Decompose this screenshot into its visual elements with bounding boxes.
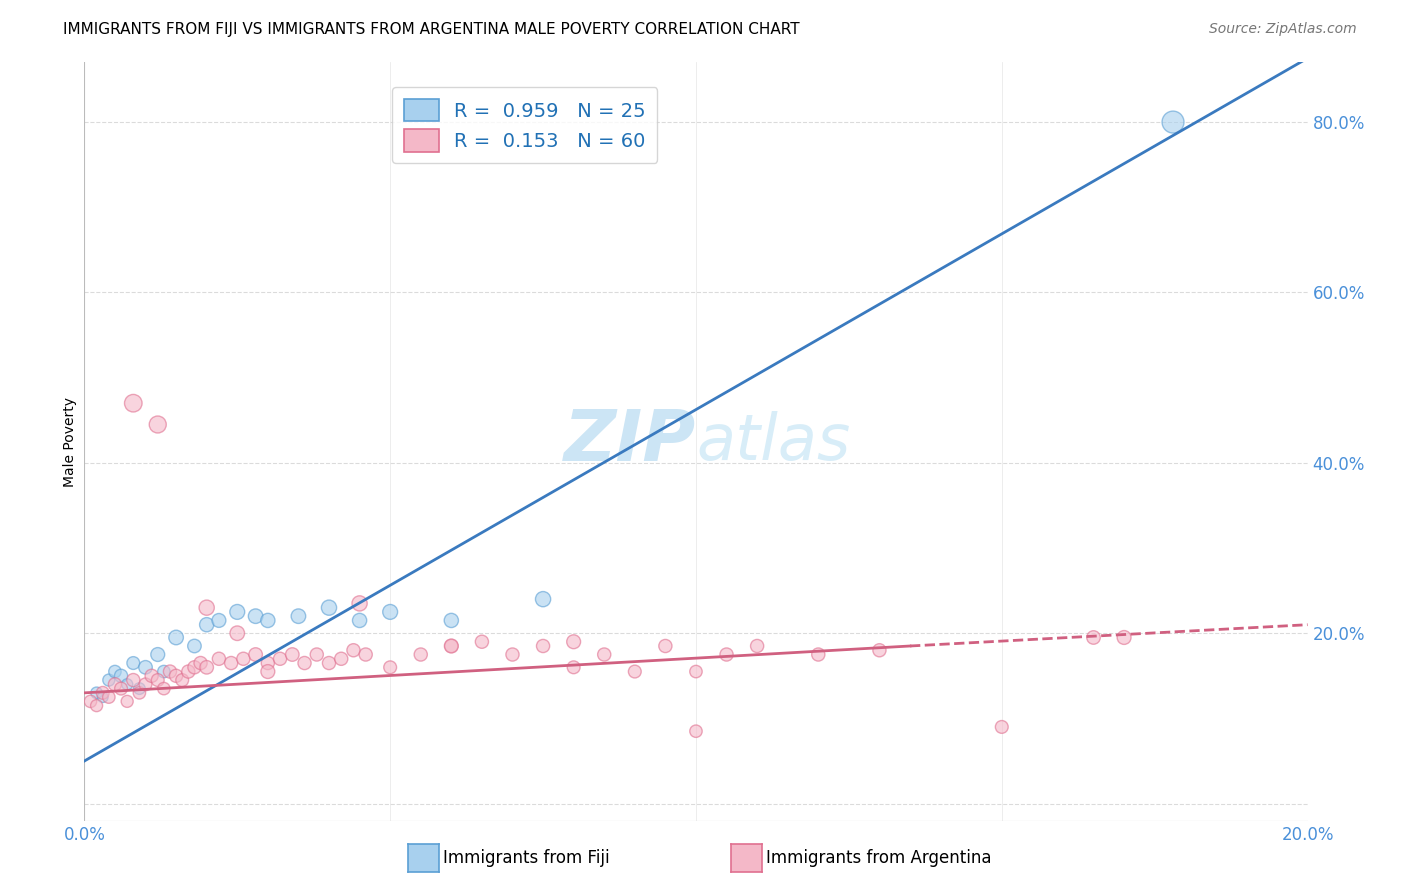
Point [245,648,267,662]
Point [318,600,340,615]
Point [195,660,218,674]
Point [716,648,738,662]
Point [115,677,138,691]
Text: Source: ZipAtlas.com: Source: ZipAtlas.com [1209,22,1357,37]
Point [471,634,494,648]
Point [257,656,280,670]
Point [330,652,353,666]
Point [183,639,205,653]
Point [624,665,647,679]
Point [86,698,108,713]
Text: ZIP: ZIP [564,407,696,476]
Text: atlas: atlas [696,410,851,473]
Point [380,605,402,619]
Point [135,677,157,691]
Point [226,626,249,640]
Point [97,690,120,705]
Point [342,643,364,657]
Point [318,656,340,670]
Point [1161,115,1184,129]
Point [128,686,150,700]
Point [1114,631,1136,645]
Point [440,639,463,653]
Point [440,614,463,628]
Point [122,396,145,410]
Point [409,648,432,662]
Text: Immigrants from Fiji: Immigrants from Fiji [443,849,610,867]
Point [747,639,769,653]
Point [305,648,328,662]
Point [287,609,309,624]
Point [354,648,377,662]
Text: IMMIGRANTS FROM FIJI VS IMMIGRANTS FROM ARGENTINA MALE POVERTY CORRELATION CHART: IMMIGRANTS FROM FIJI VS IMMIGRANTS FROM … [63,22,800,37]
Point [183,660,205,674]
Point [110,669,132,683]
Point [135,660,157,674]
Point [165,669,187,683]
Point [122,673,145,687]
Text: Immigrants from Argentina: Immigrants from Argentina [766,849,991,867]
Point [232,652,254,666]
Point [226,605,249,619]
Point [349,596,371,610]
Point [562,634,585,648]
Point [104,665,127,679]
Point [86,686,108,700]
Point [440,639,463,653]
Point [502,648,524,662]
Point [97,673,120,687]
Point [141,669,163,683]
Point [654,639,676,653]
Point [269,652,291,666]
Y-axis label: Male Poverty: Male Poverty [63,397,77,486]
Point [153,665,176,679]
Point [685,665,707,679]
Point [146,673,169,687]
Point [172,673,194,687]
Point [190,656,212,670]
Point [104,677,127,691]
Point [562,660,585,674]
Point [294,656,316,670]
Point [146,417,169,432]
Point [110,681,132,696]
Point [991,720,1014,734]
Point [128,681,150,696]
Point [257,614,280,628]
Point [177,665,200,679]
Point [115,694,138,708]
Point [159,665,181,679]
Point [257,665,280,679]
Point [593,648,616,662]
Point [531,639,554,653]
Point [79,694,101,708]
Point [91,686,114,700]
Point [122,656,145,670]
Point [531,592,554,607]
Point [208,652,231,666]
Point [146,648,169,662]
Point [245,609,267,624]
Point [869,643,891,657]
Point [685,724,707,739]
Point [281,648,304,662]
Point [380,660,402,674]
Point [219,656,242,670]
Point [349,614,371,628]
Point [91,690,114,705]
Point [1083,631,1105,645]
Legend: R =  0.959   N = 25, R =  0.153   N = 60: R = 0.959 N = 25, R = 0.153 N = 60 [392,87,658,163]
Point [165,631,187,645]
Point [195,617,218,632]
Point [208,614,231,628]
Point [195,600,218,615]
Point [807,648,830,662]
Point [153,681,176,696]
